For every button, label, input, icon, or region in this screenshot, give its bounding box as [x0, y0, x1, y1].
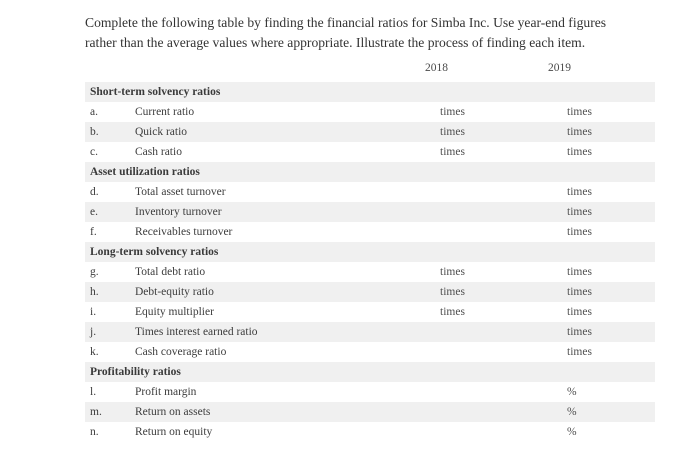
cell-2018-unit: times — [440, 146, 465, 158]
row-label: Return on equity — [135, 426, 213, 438]
row-label: Times interest earned ratio — [135, 326, 258, 338]
cell-2018-unit: times — [440, 126, 465, 138]
row-letter: f. — [90, 226, 97, 238]
cell-2018-unit: times — [440, 106, 465, 118]
table-row: d. Total asset turnover times — [85, 182, 655, 202]
cell-2019-unit: times — [567, 266, 592, 278]
row-label: Current ratio — [135, 106, 195, 118]
cell-2019-unit: times — [567, 346, 592, 358]
row-letter: j. — [90, 326, 97, 338]
cell-2019-unit: times — [567, 326, 592, 338]
row-letter: b. — [90, 126, 99, 138]
row-label: Receivables turnover — [135, 226, 233, 238]
row-label: Cash coverage ratio — [135, 346, 227, 358]
column-header-2018: 2018 — [425, 62, 448, 74]
cell-2019-unit: times — [567, 106, 592, 118]
row-letter: n. — [90, 426, 99, 438]
table-row: m. Return on assets% — [85, 402, 655, 422]
cell-2019-unit: times — [567, 226, 592, 238]
table-row: l. Profit margin% — [85, 382, 655, 402]
section-title: Asset utilization ratios — [90, 166, 200, 178]
row-letter: g. — [90, 266, 99, 278]
row-label: Total debt ratio — [135, 266, 206, 278]
cell-2018-unit: times — [440, 286, 465, 298]
table-row: j. Times interest earned ratio times — [85, 322, 655, 342]
cell-2019-unit: % — [567, 386, 577, 398]
instructions-text: Complete the following table by finding … — [85, 13, 685, 53]
row-label: Return on assets — [135, 406, 211, 418]
cell-2019-unit: times — [567, 146, 592, 158]
section-header-row: Short-term solvency ratios — [85, 82, 655, 102]
section-title: Long-term solvency ratios — [90, 246, 219, 258]
table-row: b. Quick ratio times times — [85, 122, 655, 142]
cell-2019-unit: % — [567, 426, 577, 438]
row-letter: l. — [90, 386, 97, 398]
table-row: c. Cash ratio times times — [85, 142, 655, 162]
row-letter: a. — [90, 106, 98, 118]
cell-2019-unit: times — [567, 126, 592, 138]
table-row: h. Debt-equity ratio times times — [85, 282, 655, 302]
row-label: Quick ratio — [135, 126, 188, 138]
row-label: Profit margin — [135, 386, 197, 398]
cell-2019-unit: times — [567, 306, 592, 318]
row-label: Equity multiplier — [135, 306, 214, 318]
table-row: i. Equity multiplier times times — [85, 302, 655, 322]
row-letter: i. — [90, 306, 97, 318]
row-label: Debt-equity ratio — [135, 286, 214, 298]
row-letter: h. — [90, 286, 99, 298]
row-letter: e. — [90, 206, 98, 218]
row-letter: d. — [90, 186, 99, 198]
section-title: Short-term solvency ratios — [90, 86, 221, 98]
table-row: k. Cash coverage ratio times — [85, 342, 655, 362]
cell-2019-unit: times — [567, 186, 592, 198]
row-letter: k. — [90, 346, 99, 358]
section-header-row: Asset utilization ratios — [85, 162, 655, 182]
cell-2019-unit: % — [567, 406, 577, 418]
instructions-line-1: Complete the following table by finding … — [85, 15, 607, 30]
row-label: Total asset turnover — [135, 186, 226, 198]
cell-2019-unit: times — [567, 206, 592, 218]
table-row: a. Current ratio times times — [85, 102, 655, 122]
cell-2019-unit: times — [567, 286, 592, 298]
column-header-2019: 2019 — [548, 62, 571, 74]
instructions-line-2: rather than the average values where app… — [85, 35, 586, 50]
table-row: f. Receivables turnover times — [85, 222, 655, 242]
cell-2018-unit: times — [440, 306, 465, 318]
row-label: Cash ratio — [135, 146, 182, 158]
financial-ratios-table: Short-term solvency ratios a. Current rati… — [85, 82, 655, 442]
section-header-row: Profitability ratios — [85, 362, 655, 382]
table-row: n. Return on equity% — [85, 422, 655, 442]
section-title: Profitability ratios — [90, 366, 181, 378]
table-row: e. Inventory turnover times — [85, 202, 655, 222]
section-header-row: Long-term solvency ratios — [85, 242, 655, 262]
table-row: g. Total debt ratio times times — [85, 262, 655, 282]
row-letter: m. — [90, 406, 102, 418]
cell-2018-unit: times — [440, 266, 465, 278]
row-letter: c. — [90, 146, 98, 158]
row-label: Inventory turnover — [135, 206, 222, 218]
